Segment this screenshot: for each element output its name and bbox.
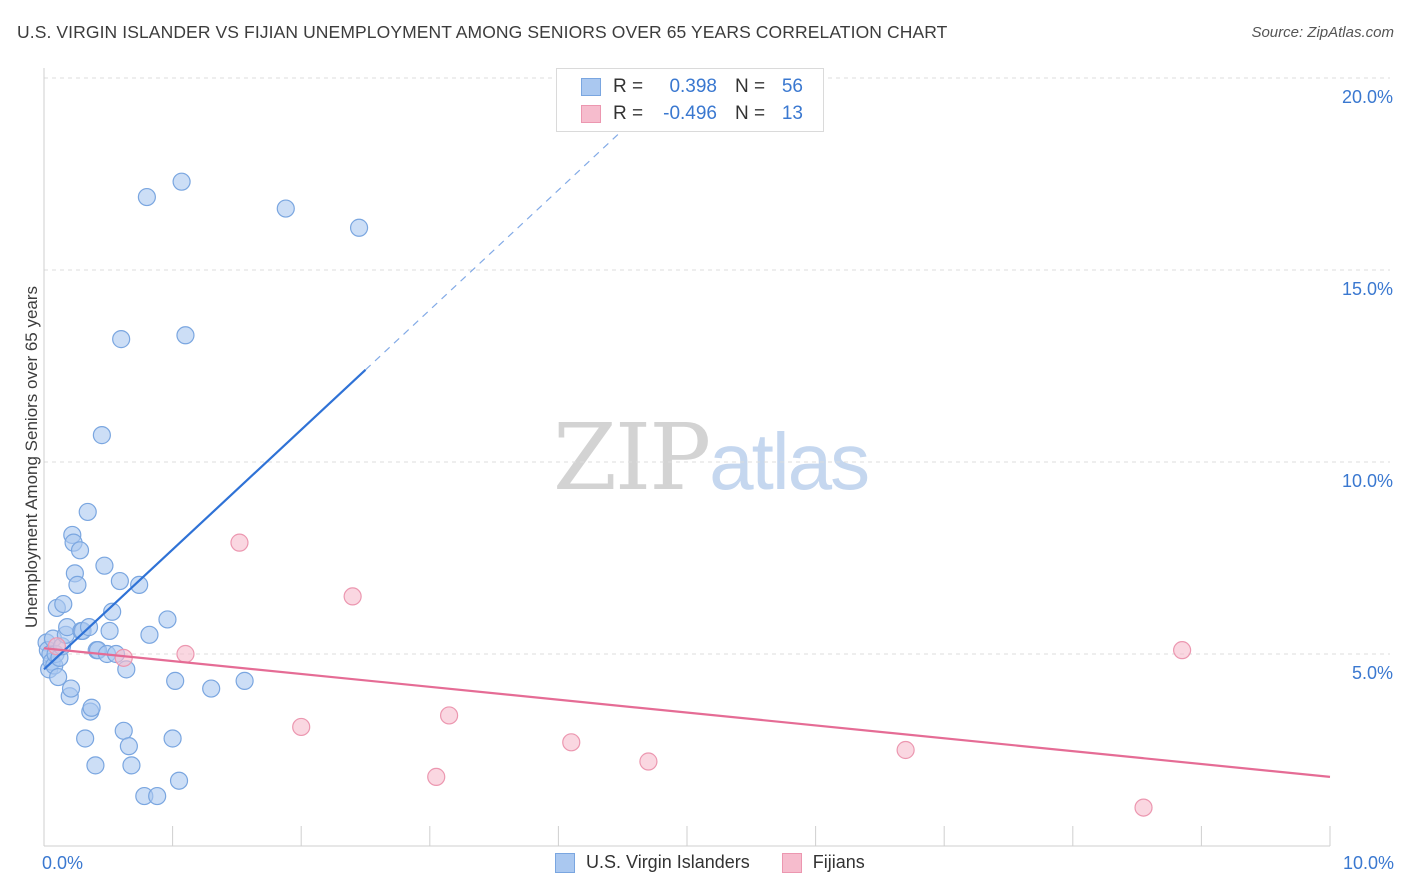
y-tick-label: 10.0% [1342,471,1393,491]
data-point-virgin-islanders[interactable] [110,571,129,591]
data-point-virgin-islanders[interactable] [86,756,105,775]
data-point-virgin-islanders[interactable] [176,326,195,345]
data-point-virgin-islanders[interactable] [119,737,138,756]
data-point-virgin-islanders[interactable] [158,610,177,629]
data-point-fijians[interactable] [343,587,362,606]
data-point-virgin-islanders[interactable] [276,199,295,218]
trend-line-virgin-islanders [43,369,367,671]
legend-swatch-pink [781,852,802,873]
x-tick-label: 10.0% [1343,853,1394,873]
watermark-zip: ZIP [553,404,711,511]
data-point-virgin-islanders[interactable] [95,556,114,575]
correlation-legend: R = 0.398 N = 56 R = -0.496 N = 13 [556,68,824,132]
data-point-fijians[interactable] [639,752,658,771]
data-point-virgin-islanders[interactable] [166,671,185,690]
data-point-fijians[interactable] [562,733,581,752]
data-point-virgin-islanders[interactable] [49,667,68,687]
data-point-fijians[interactable] [427,767,446,786]
legend-swatch-pink [581,105,601,123]
y-tick-label: 20.0% [1342,87,1393,107]
legend-r-label: R = [613,76,644,97]
trend-line-fijians [43,647,1331,778]
data-point-virgin-islanders[interactable] [122,756,141,775]
watermark: ZIPatlas [553,404,870,511]
data-point-virgin-islanders[interactable] [202,679,221,698]
legend-r-value: 0.398 [669,76,717,97]
series-legend: U.S. Virgin Islanders Fijians [555,852,897,873]
legend-label-fijians: Fijians [812,852,865,872]
legend-n-label: N = [735,76,766,97]
data-point-virgin-islanders[interactable] [163,729,182,748]
legend-r-label: R = [613,103,644,124]
source-label: Source: ZipAtlas.com [1251,24,1394,41]
data-point-virgin-islanders[interactable] [137,187,156,207]
data-point-virgin-islanders[interactable] [130,575,149,594]
y-tick-label: 5.0% [1352,663,1393,683]
data-point-fijians[interactable] [1173,641,1192,660]
chart-title: U.S. VIRGIN ISLANDER VS FIJIAN UNEMPLOYM… [17,22,948,42]
y-axis-label: Unemployment Among Seniors over 65 years [22,285,41,629]
data-point-virgin-islanders[interactable] [140,625,159,644]
legend-row-virgin-islanders: R = 0.398 N = 56 [581,74,803,100]
data-point-virgin-islanders[interactable] [148,786,167,806]
legend-r-value: -0.496 [663,103,717,124]
data-point-fijians[interactable] [896,740,915,760]
data-point-fijians[interactable] [230,533,249,552]
x-tick-label: 0.0% [42,853,83,873]
legend-row-fijians: R = -0.496 N = 13 [581,101,803,127]
data-point-fijians[interactable] [439,706,459,725]
legend-item-fijians[interactable]: Fijians [781,852,865,873]
data-point-virgin-islanders[interactable] [235,671,254,690]
data-point-virgin-islanders[interactable] [349,218,369,237]
data-point-virgin-islanders[interactable] [112,330,131,349]
data-point-virgin-islanders[interactable] [68,575,87,594]
legend-n-label: N = [735,103,766,124]
legend-swatch-blue [555,852,575,873]
y-tick-label: 15.0% [1342,279,1393,299]
legend-swatch-blue [581,78,601,96]
legend-item-virgin-islanders[interactable]: U.S. Virgin Islanders [555,852,750,873]
data-point-virgin-islanders[interactable] [100,621,119,641]
data-point-virgin-islanders[interactable] [169,771,189,790]
data-point-virgin-islanders[interactable] [92,426,111,445]
data-point-virgin-islanders[interactable] [172,172,191,191]
legend-n-value: 13 [781,103,803,124]
data-point-fijians[interactable] [1134,798,1153,817]
data-point-virgin-islanders[interactable] [61,679,81,698]
data-point-virgin-islanders[interactable] [54,594,73,614]
legend-n-value: 56 [781,76,803,97]
data-point-virgin-islanders[interactable] [78,502,97,522]
data-point-virgin-islanders[interactable] [82,698,101,717]
trend-line-extension-virgin-islanders [365,123,630,371]
data-point-virgin-islanders[interactable] [103,602,122,621]
data-point-virgin-islanders[interactable] [76,729,95,748]
data-point-fijians[interactable] [292,717,311,737]
data-point-virgin-islanders[interactable] [70,541,90,560]
data-point-fijians[interactable] [176,644,195,664]
legend-label-virgin-islanders: U.S. Virgin Islanders [586,852,750,872]
data-point-virgin-islanders[interactable] [114,721,133,740]
